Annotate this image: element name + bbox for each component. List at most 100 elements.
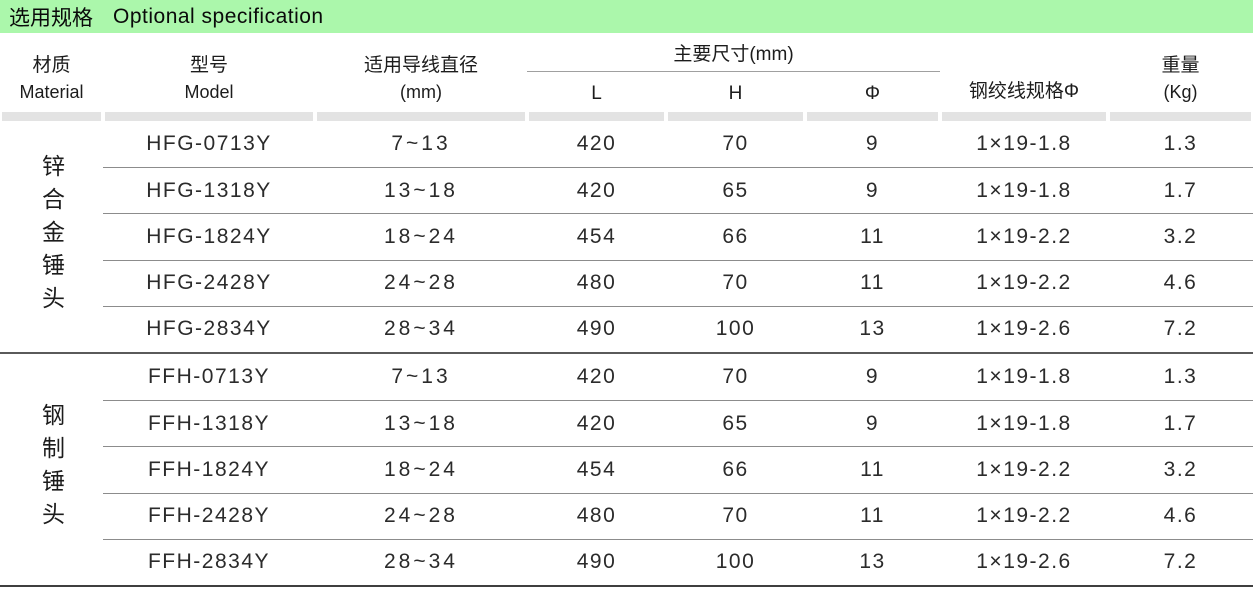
cell-model: HFG-0713Y — [146, 132, 272, 156]
cell-H: 66 — [722, 457, 749, 481]
table-row: HFG-1318Y 13~18 420 65 9 1×19-1.8 1.7 — [103, 167, 1253, 213]
section-title-en: Optional specification — [113, 4, 324, 28]
cell-weight: 1.3 — [1163, 365, 1198, 389]
header-divider-segment — [942, 112, 1106, 121]
cell-H: 70 — [722, 271, 749, 295]
cell-model: FFH-1824Y — [147, 457, 271, 481]
cell-L: 420 — [576, 365, 617, 389]
cell-weight: 1.7 — [1163, 178, 1198, 202]
cell-strand: 1×19-2.2 — [976, 457, 1072, 481]
col-header-model-en: Model — [184, 82, 234, 102]
cell-L: 480 — [576, 504, 617, 528]
cell-model: FFH-2834Y — [147, 550, 271, 574]
cell-L: 490 — [576, 550, 617, 574]
col-header-steel-strand-label: 钢绞线规格Φ — [968, 81, 1080, 102]
col-header-main-dimensions-sub: L H Φ — [527, 72, 940, 112]
cell-model: HFG-1824Y — [146, 224, 272, 248]
table-row: FFH-0713Y 7~13 420 70 9 1×19-1.8 1.3 — [103, 354, 1253, 400]
table-header-row: 材质 Material 型号 Model 适用导线直径 (mm) 主要尺寸(mm… — [0, 33, 1253, 112]
material-group-zinc-alloy: 锌合金锤头 HFG-0713Y 7~13 420 70 9 1×19-1.8 1… — [0, 121, 1253, 352]
cell-diameter: 7~13 — [391, 365, 451, 389]
table-row: FFH-2428Y 24~28 480 70 11 1×19-2.2 4.6 — [103, 492, 1253, 539]
cell-H: 70 — [722, 132, 749, 156]
header-divider-segment — [317, 112, 525, 121]
cell-strand: 1×19-2.2 — [976, 504, 1072, 528]
table-row: HFG-0713Y 7~13 420 70 9 1×19-1.8 1.3 — [103, 121, 1253, 167]
cell-model: FFH-0713Y — [147, 365, 271, 389]
header-divider-segment — [2, 112, 101, 121]
cell-H: 70 — [722, 365, 749, 389]
col-header-conductor-diameter-zh: 适用导线直径 — [363, 55, 478, 76]
col-header-dim-phi: Φ — [864, 83, 881, 104]
col-header-material-zh: 材质 — [32, 55, 71, 76]
cell-strand: 1×19-1.8 — [976, 178, 1072, 202]
cell-strand: 1×19-1.8 — [976, 132, 1072, 156]
cell-L: 420 — [576, 411, 617, 435]
cell-model: HFG-2834Y — [146, 317, 272, 341]
col-header-dim-L: L — [591, 83, 602, 104]
cell-L: 420 — [576, 178, 617, 202]
col-header-main-dimensions-title: 主要尺寸(mm) — [527, 33, 940, 72]
col-header-dim-H: H — [728, 83, 743, 104]
col-header-model-zh: 型号 — [189, 55, 228, 76]
cell-diameter: 13~18 — [384, 178, 458, 202]
cell-L: 454 — [576, 457, 617, 481]
cell-weight: 3.2 — [1163, 457, 1198, 481]
col-header-conductor-diameter: 适用导线直径 (mm) — [315, 33, 527, 112]
table-row: FFH-1824Y 18~24 454 66 11 1×19-2.2 3.2 — [103, 446, 1253, 492]
header-divider-segment — [529, 112, 664, 121]
cell-diameter: 18~24 — [384, 224, 458, 248]
table-row: HFG-2834Y 28~34 490 100 13 1×19-2.6 7.2 — [103, 305, 1253, 352]
cell-L: 420 — [576, 132, 617, 156]
cell-L: 454 — [576, 224, 617, 248]
cell-diameter: 28~34 — [384, 317, 458, 341]
material-label-text: 锌合金锤头 — [38, 153, 65, 319]
table-row: FFH-2834Y 28~34 490 100 13 1×19-2.6 7.2 — [103, 538, 1253, 585]
header-divider-bar — [0, 112, 1253, 121]
cell-model: HFG-2428Y — [146, 271, 272, 295]
cell-strand: 1×19-2.6 — [976, 317, 1072, 341]
material-group-steel: 钢制锤头 FFH-0713Y 7~13 420 70 9 1×19-1.8 1.… — [0, 351, 1253, 585]
cell-weight: 1.3 — [1163, 132, 1198, 156]
header-divider-segment — [807, 112, 938, 121]
col-header-material-en: Material — [19, 82, 84, 102]
cell-L: 490 — [576, 317, 617, 341]
cell-diameter: 24~28 — [384, 271, 458, 295]
col-header-model: 型号 Model — [103, 33, 315, 112]
cell-diameter: 28~34 — [384, 550, 458, 574]
cell-weight: 4.6 — [1163, 504, 1198, 528]
cell-phi: 9 — [865, 365, 880, 389]
col-header-steel-strand: 钢绞线规格Φ — [940, 33, 1108, 112]
cell-weight: 1.7 — [1163, 411, 1198, 435]
cell-phi: 13 — [859, 550, 886, 574]
cell-diameter: 7~13 — [391, 132, 451, 156]
cell-diameter: 24~28 — [384, 504, 458, 528]
cell-phi: 11 — [860, 224, 885, 248]
table-row: HFG-1824Y 18~24 454 66 11 1×19-2.2 3.2 — [103, 213, 1253, 259]
cell-diameter: 18~24 — [384, 457, 458, 481]
cell-H: 70 — [722, 504, 749, 528]
cell-H: 65 — [722, 411, 749, 435]
section-title-bar: 选用规格 Optional specification — [0, 0, 1253, 33]
cell-H: 65 — [722, 178, 749, 202]
material-label-steel: 钢制锤头 — [0, 354, 103, 585]
header-divider-segment — [1110, 112, 1251, 121]
cell-strand: 1×19-1.8 — [976, 411, 1072, 435]
cell-L: 480 — [576, 271, 617, 295]
cell-phi: 11 — [860, 457, 885, 481]
header-divider-segment — [668, 112, 803, 121]
col-header-weight-zh: 重量 — [1161, 55, 1200, 76]
cell-H: 100 — [715, 550, 756, 574]
header-divider-segment — [105, 112, 313, 121]
table-row: FFH-1318Y 13~18 420 65 9 1×19-1.8 1.7 — [103, 400, 1253, 446]
group-rows: FFH-0713Y 7~13 420 70 9 1×19-1.8 1.3 FFH… — [103, 354, 1253, 585]
cell-model: FFH-2428Y — [147, 504, 271, 528]
table-body: 锌合金锤头 HFG-0713Y 7~13 420 70 9 1×19-1.8 1… — [0, 121, 1253, 587]
cell-H: 66 — [722, 224, 749, 248]
col-header-weight-unit: (Kg) — [1163, 82, 1198, 102]
cell-weight: 7.2 — [1163, 317, 1198, 341]
cell-strand: 1×19-2.2 — [976, 224, 1072, 248]
cell-phi: 13 — [859, 317, 886, 341]
cell-phi: 9 — [865, 411, 880, 435]
